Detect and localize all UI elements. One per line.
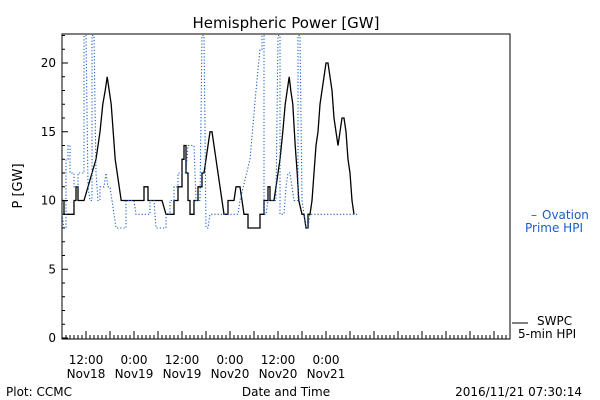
y-axis-label: P [GW] — [11, 163, 26, 208]
y-tick-label: 10 — [41, 194, 56, 208]
y-axis: 0 5 10 15 20 — [41, 35, 68, 345]
legend-ovation-line2: Prime HPI — [525, 221, 583, 235]
x-tick-date-label: Nov18 — [67, 367, 106, 381]
legend-swpc: SWPC 5-min HPI — [512, 314, 576, 341]
legend-ovation-line1: Ovation — [542, 208, 589, 222]
x-tick-time-label: 0:00 — [121, 353, 148, 367]
x-tick-time-label: 12:00 — [69, 353, 104, 367]
legend-swpc-line2: 5-min HPI — [518, 327, 576, 341]
footer-plot-credit: Plot: CCMC — [6, 385, 72, 399]
y-tick-label: 5 — [48, 262, 56, 276]
x-tick-time-label: 12:00 — [261, 353, 296, 367]
legend-swpc-line1: SWPC — [537, 314, 572, 328]
x-tick-time-label: 12:00 — [165, 353, 200, 367]
footer-timestamp: 2016/11/21 07:30:14 — [455, 385, 582, 399]
series-layer — [61, 34, 358, 229]
x-tick-date-label: Nov19 — [115, 367, 154, 381]
x-tick-date-label: Nov20 — [259, 367, 298, 381]
y-tick-label: 0 — [48, 331, 56, 345]
y-tick-label: 15 — [41, 125, 56, 139]
x-axis-label: Date and Time — [242, 385, 330, 399]
x-tick-date-label: Nov19 — [163, 367, 202, 381]
x-tick-time-label: 0:00 — [313, 353, 340, 367]
x-tick-date-label: Nov20 — [211, 367, 250, 381]
plot-frame — [61, 33, 511, 340]
legend-ovation: – Ovation Prime HPI — [525, 208, 589, 235]
series-line-swpc — [62, 62, 355, 229]
legend-ovation-dash: – — [531, 208, 537, 222]
x-tick-date-label: Nov21 — [307, 367, 346, 381]
x-axis: 12:00Nov180:00Nov1912:00Nov190:00Nov2012… — [65, 331, 507, 381]
x-tick-time-label: 0:00 — [217, 353, 244, 367]
y-tick-label: 20 — [41, 56, 56, 70]
series-line-ovation — [61, 34, 358, 229]
chart-title: Hemispheric Power [GW] — [193, 14, 380, 32]
